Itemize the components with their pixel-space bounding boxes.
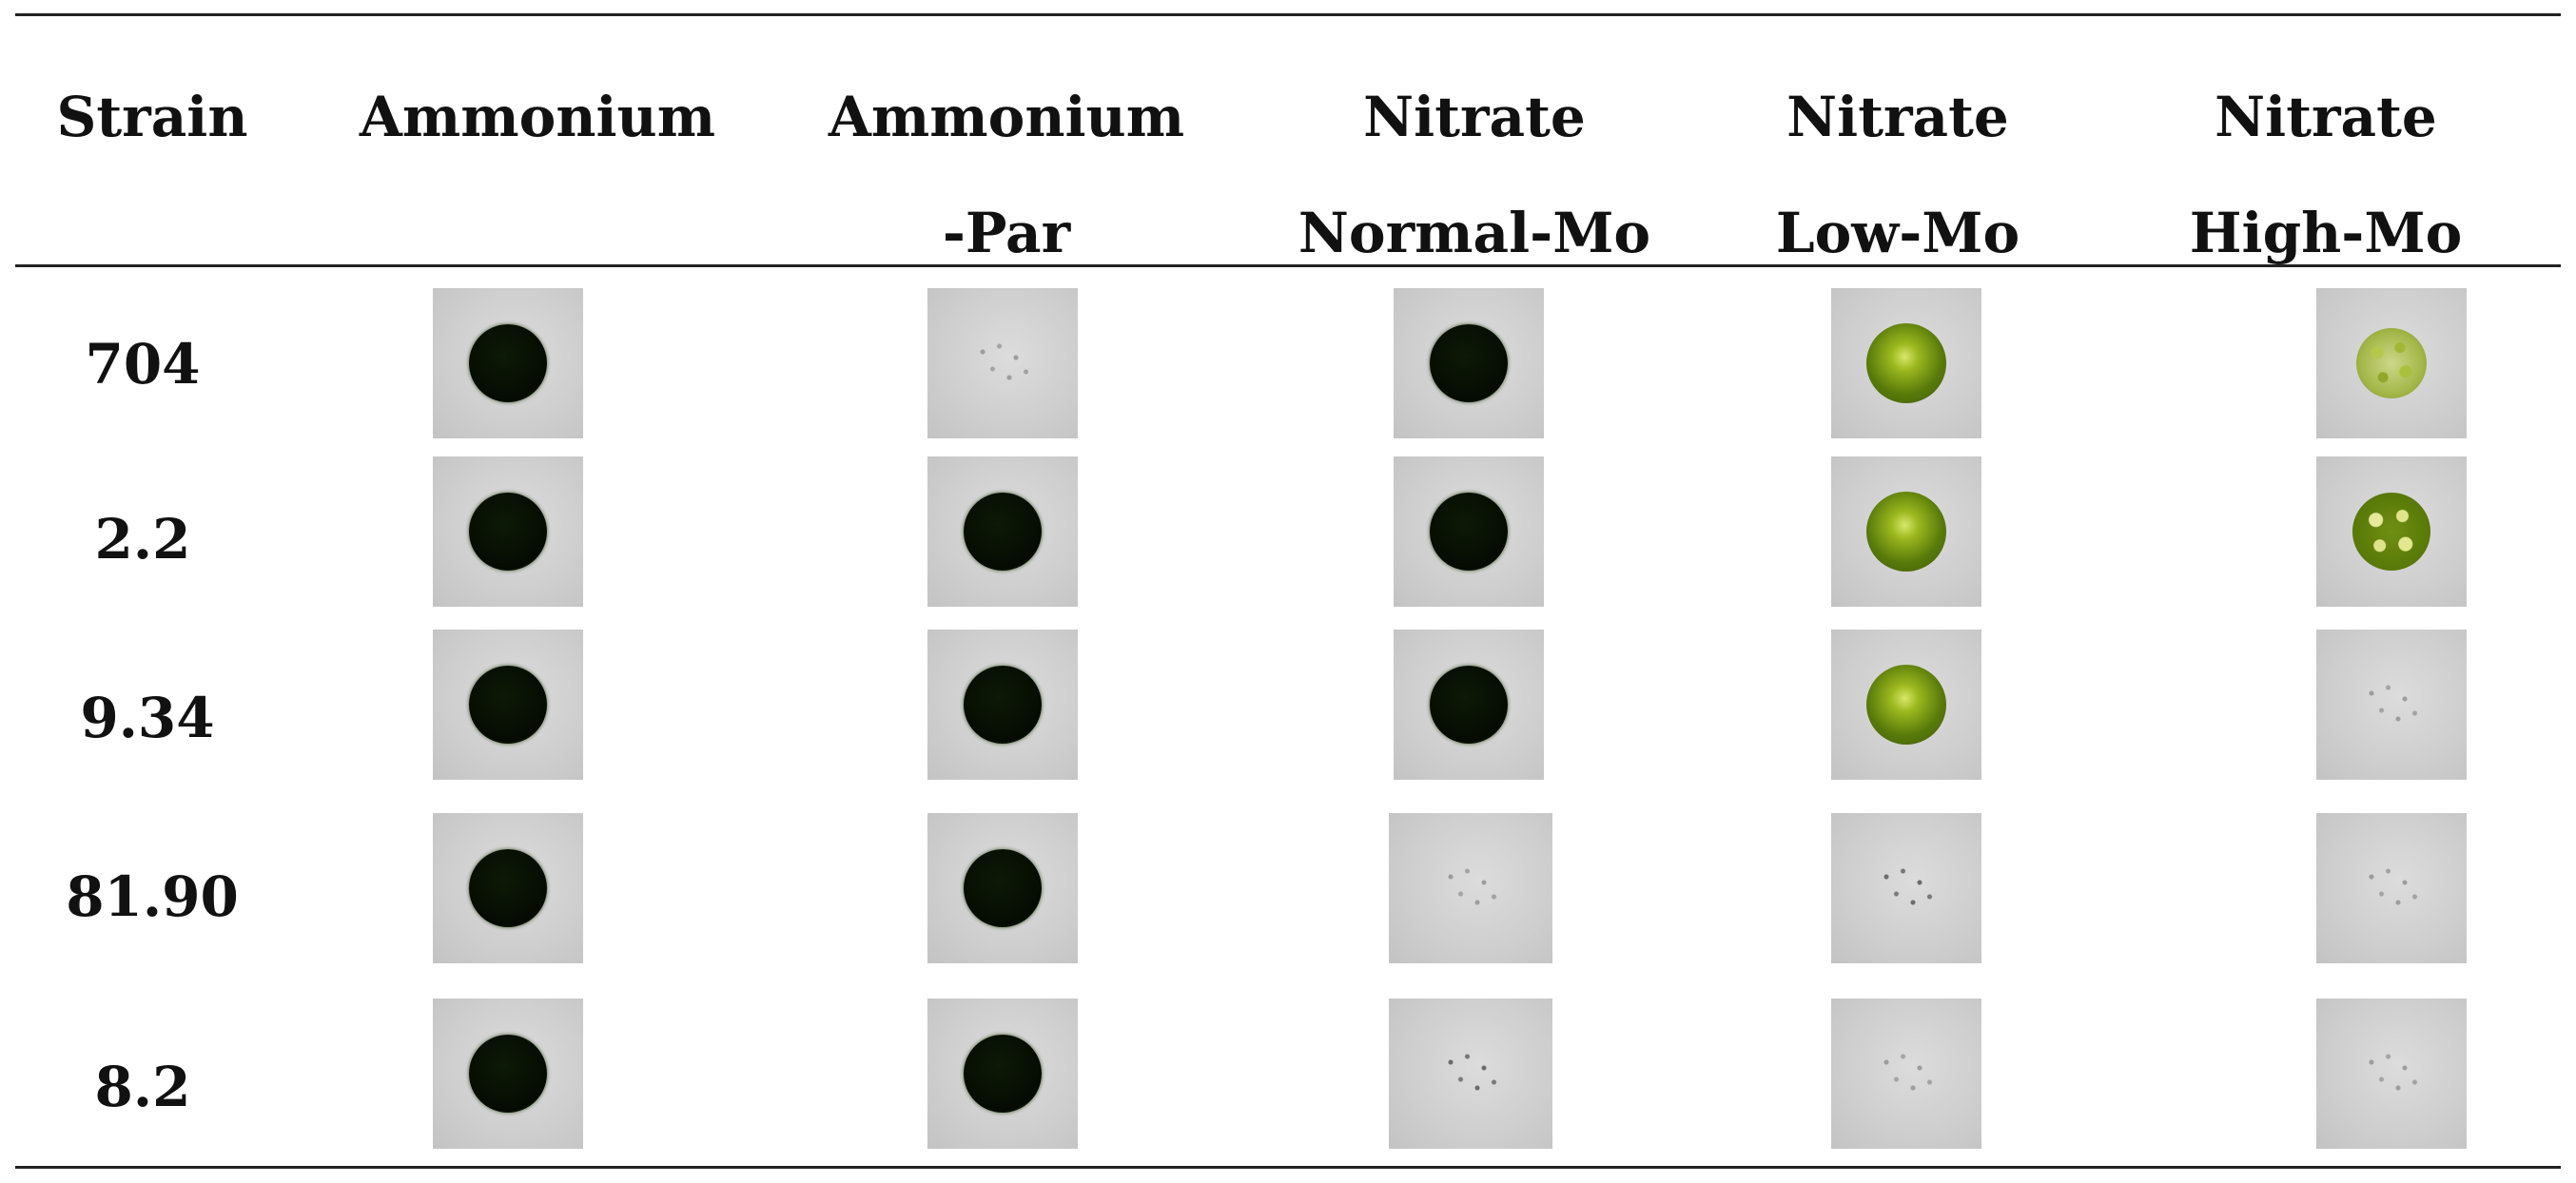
- growth-tile: [1394, 288, 1544, 438]
- colony-sparse: [2358, 860, 2425, 917]
- header-ammonium-par-line1: Ammonium: [828, 85, 1185, 149]
- header-rule: [15, 264, 2561, 267]
- header-nitrate-normal-line2: Normal-Mo: [1298, 201, 1651, 265]
- colony-sparse: [2358, 1045, 2425, 1102]
- growth-tile: [1394, 630, 1544, 780]
- colony-dark: [1430, 324, 1508, 402]
- colony-sparse: [1437, 860, 1504, 917]
- colony-green: [1866, 323, 1946, 403]
- growth-tile: [927, 999, 1078, 1149]
- colony-dark: [1430, 666, 1508, 744]
- bottom-rule: [15, 1166, 2561, 1169]
- growth-tile: [927, 813, 1078, 963]
- colony-dark: [1430, 493, 1508, 571]
- top-rule: [15, 13, 2561, 16]
- growth-tile: [1831, 813, 1981, 963]
- strain-label: 8.2: [94, 1055, 191, 1119]
- header-ammonium: Ammonium: [359, 85, 716, 149]
- growth-tile: [433, 456, 583, 607]
- growth-tile: [1831, 999, 1981, 1149]
- growth-tile: [433, 288, 583, 438]
- growth-tile: [1389, 999, 1552, 1149]
- growth-tile: [2316, 288, 2467, 438]
- header-nitrate-high-line1: Nitrate: [2215, 85, 2437, 149]
- colony-dark: [964, 1035, 1042, 1113]
- growth-tile: [433, 630, 583, 780]
- colony-speckled: [2356, 328, 2427, 398]
- colony-sparse: [2358, 676, 2425, 733]
- colony-green: [1866, 492, 1946, 572]
- header-nitrate-low-line2: Low-Mo: [1775, 201, 2020, 265]
- header-nitrate-normal-line1: Nitrate: [1363, 85, 1586, 149]
- growth-tile: [927, 288, 1078, 438]
- colony-dark: [964, 493, 1042, 571]
- strain-label: 9.34: [80, 686, 215, 750]
- header-strain: Strain: [56, 85, 248, 149]
- growth-tile: [1831, 630, 1981, 780]
- growth-tile: [2316, 456, 2467, 607]
- growth-tile: [1831, 288, 1981, 438]
- growth-tile: [927, 630, 1078, 780]
- header-nitrate-low-line1: Nitrate: [1786, 85, 2009, 149]
- colony-speckled-dense: [2352, 493, 2430, 571]
- colony-sparse: [1873, 1045, 1940, 1102]
- colony-dark: [964, 849, 1042, 927]
- colony-dark: [964, 666, 1042, 744]
- header-ammonium-par-line2: -Par: [942, 201, 1071, 265]
- growth-tile: [433, 813, 583, 963]
- colony-dark: [469, 324, 547, 402]
- growth-tile: [2316, 630, 2467, 780]
- growth-tile: [927, 456, 1078, 607]
- growth-tile: [1831, 456, 1981, 607]
- growth-tile: [1394, 456, 1544, 607]
- growth-tile: [1389, 813, 1552, 963]
- strain-label: 81.90: [66, 864, 239, 929]
- colony-sparse: [1873, 860, 1940, 917]
- strain-label: 2.2: [94, 507, 191, 572]
- strain-label: 704: [85, 332, 201, 397]
- colony-dark: [469, 493, 547, 571]
- colony-dark: [469, 666, 547, 744]
- growth-tile: [433, 999, 583, 1149]
- growth-tile: [2316, 999, 2467, 1149]
- colony-sparse: [969, 335, 1036, 392]
- colony-sparse: [1437, 1045, 1504, 1102]
- growth-tile: [2316, 813, 2467, 963]
- header-nitrate-high-line2: High-Mo: [2189, 201, 2463, 265]
- colony-dark: [469, 1035, 547, 1113]
- colony-green: [1866, 665, 1946, 745]
- colony-dark: [469, 849, 547, 927]
